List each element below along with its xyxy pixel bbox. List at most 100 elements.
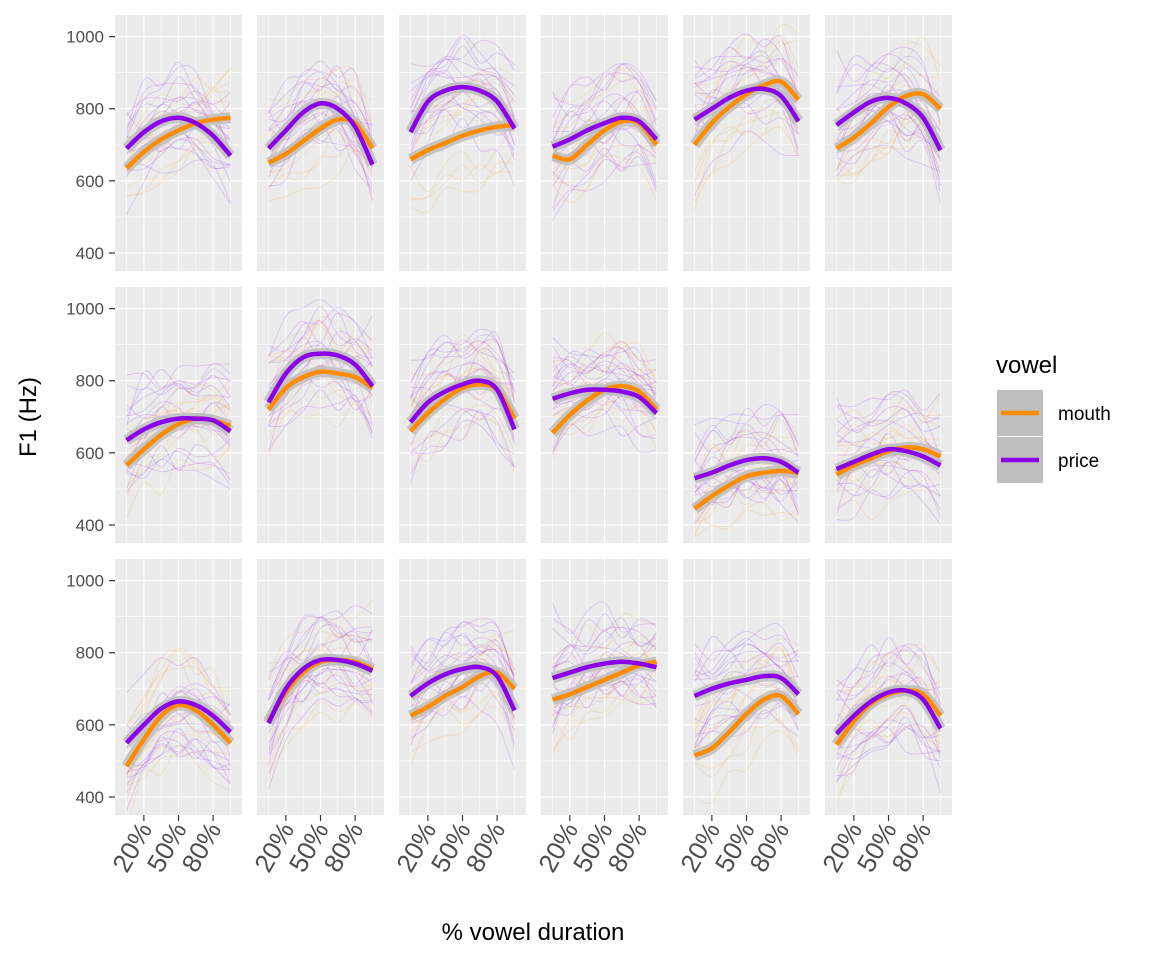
- token-trajectory-mouth: [268, 672, 373, 724]
- token-trajectory-mouth: [552, 341, 657, 378]
- token-trajectory-price: [836, 461, 941, 510]
- token-trajectory-price: [268, 65, 373, 159]
- fit-line-price: [693, 86, 801, 123]
- token-trajectory-price: [268, 340, 373, 389]
- token-trajectory-price: [268, 132, 373, 194]
- fit-line-mouth: [692, 78, 801, 147]
- fit-line-mouth: [124, 702, 233, 768]
- y-tick-label: 600: [76, 444, 104, 463]
- token-trajectory-price: [268, 616, 373, 721]
- token-trajectory-price: [410, 37, 515, 108]
- token-trajectory-price: [836, 643, 941, 705]
- token-trajectory-mouth: [268, 149, 373, 202]
- fit-line-mouth: [835, 91, 942, 151]
- token-trajectory-mouth: [129, 744, 231, 815]
- token-trajectory-mouth: [836, 654, 941, 743]
- token-trajectory-price: [268, 306, 373, 364]
- token-trajectory-price: [410, 644, 515, 685]
- token-trajectory-mouth: [268, 80, 373, 148]
- token-trajectory-price: [126, 730, 231, 785]
- token-trajectory-price: [836, 46, 941, 126]
- x-tick-label: 80%: [317, 817, 369, 877]
- token-trajectory-mouth: [126, 428, 231, 487]
- x-tick-label: 80%: [885, 817, 937, 877]
- token-trajectory-mouth: [410, 92, 515, 146]
- token-trajectory-price: [268, 698, 373, 790]
- token-trajectory-price: [836, 722, 941, 771]
- facet-panel: [399, 15, 526, 271]
- token-trajectory-mouth: [694, 705, 799, 778]
- token-trajectory-price: [694, 643, 799, 690]
- token-trajectory-price: [552, 626, 657, 655]
- panel-content: [691, 404, 802, 538]
- token-trajectory-price: [836, 49, 941, 98]
- token-trajectory-mouth: [836, 430, 941, 482]
- token-trajectory-price: [410, 621, 515, 671]
- token-trajectory-price: [126, 61, 231, 133]
- token-trajectory-price: [268, 373, 373, 417]
- token-trajectory-price: [694, 472, 799, 502]
- token-trajectory-price: [694, 630, 799, 661]
- fit-line-price: [409, 664, 517, 712]
- token-trajectory-mouth: [268, 130, 373, 173]
- fit-line-price: [693, 673, 801, 699]
- token-trajectory-price: [836, 144, 941, 177]
- token-trajectory-mouth: [126, 751, 231, 786]
- token-trajectory-price: [268, 397, 373, 451]
- token-trajectory-mouth: [694, 719, 799, 769]
- token-trajectory-price: [410, 46, 515, 96]
- token-trajectory-price: [552, 363, 657, 399]
- panel-content: [264, 60, 378, 203]
- fit-line-price: [124, 115, 233, 158]
- token-trajectory-price: [552, 336, 657, 362]
- x-tick-label: 80%: [601, 817, 653, 877]
- token-trajectory-mouth: [836, 107, 941, 167]
- panel-content: [406, 328, 520, 485]
- legend-title: vowel: [996, 352, 1057, 379]
- token-trajectory-price: [126, 738, 231, 767]
- token-trajectory-price: [836, 637, 941, 722]
- y-axis: 400 600 800 1000 400 600 800 1000 400 600 800 1000: [66, 28, 115, 807]
- token-trajectory-mouth: [836, 107, 941, 177]
- token-trajectory-price: [552, 159, 657, 187]
- y-tick-label: 600: [76, 716, 104, 735]
- facet-panel: [683, 559, 810, 815]
- token-trajectory-price: [126, 737, 231, 779]
- token-trajectory-price: [552, 345, 657, 406]
- token-trajectory-price: [694, 404, 799, 444]
- token-trajectory-price: [694, 650, 799, 685]
- token-trajectory-price: [836, 412, 941, 458]
- token-trajectory-price: [836, 433, 941, 475]
- token-trajectory-price: [126, 363, 231, 390]
- token-trajectory-price: [552, 617, 657, 668]
- token-trajectory-mouth: [126, 81, 231, 155]
- x-tick-label: 80%: [743, 817, 795, 877]
- token-trajectory-mouth: [552, 660, 657, 719]
- token-trajectory-price: [410, 648, 515, 708]
- token-trajectory-mouth: [552, 76, 657, 137]
- facet-panel: [257, 15, 384, 271]
- token-trajectory-mouth: [268, 702, 373, 781]
- fit-line-price: [551, 659, 657, 681]
- token-trajectory-mouth: [268, 686, 373, 774]
- token-trajectory-price: [836, 389, 941, 411]
- token-trajectory-price: [268, 128, 373, 189]
- facet-panel: [825, 559, 952, 815]
- token-trajectory-price: [836, 55, 941, 123]
- token-trajectory-price: [410, 338, 515, 397]
- panel-content: [122, 61, 235, 215]
- token-trajectory-price: [836, 419, 941, 451]
- token-trajectory-mouth: [836, 395, 941, 425]
- token-trajectory-mouth: [268, 400, 373, 457]
- token-trajectory-price: [552, 347, 657, 390]
- token-trajectory-mouth: [410, 705, 515, 754]
- token-trajectory-mouth: [836, 489, 941, 520]
- y-tick-label: 800: [76, 100, 104, 119]
- facet-panel: [115, 287, 242, 543]
- token-trajectory-mouth: [410, 691, 515, 730]
- token-trajectory-price: [552, 151, 657, 211]
- token-trajectory-price: [836, 645, 941, 706]
- token-trajectory-price: [552, 423, 657, 454]
- token-trajectory-price: [836, 393, 941, 424]
- x-tick-label: 80%: [175, 817, 227, 877]
